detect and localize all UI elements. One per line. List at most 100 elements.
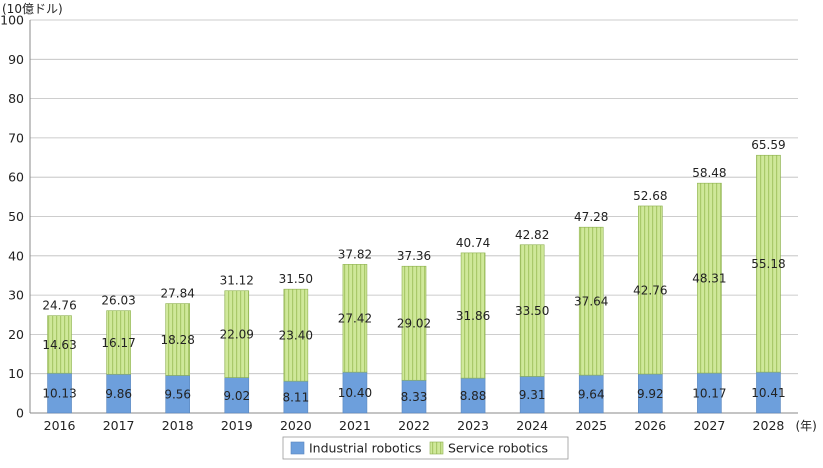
total-value-label: 31.12 bbox=[220, 274, 254, 288]
service-value-label: 55.18 bbox=[751, 257, 785, 271]
y-tick-label: 100 bbox=[0, 13, 24, 28]
bar-service bbox=[224, 290, 250, 378]
y-tick-label: 80 bbox=[8, 91, 24, 106]
total-value-label: 40.74 bbox=[456, 236, 490, 250]
bar-industrial bbox=[697, 372, 722, 414]
total-value-label: 65.59 bbox=[751, 138, 785, 152]
service-value-label: 22.09 bbox=[220, 328, 254, 342]
bar-industrial bbox=[342, 371, 368, 414]
bar-industrial bbox=[224, 377, 250, 414]
total-value-label: 26.03 bbox=[101, 294, 135, 308]
y-tick-label: 0 bbox=[16, 406, 24, 421]
service-value-label: 14.63 bbox=[42, 338, 76, 352]
legend: Industrial robotics Service robotics bbox=[282, 436, 569, 460]
bar-industrial bbox=[106, 373, 131, 414]
industrial-value-label: 10.41 bbox=[751, 386, 785, 400]
bar-service bbox=[106, 310, 131, 375]
service-value-label: 18.28 bbox=[161, 333, 195, 347]
bar-industrial bbox=[47, 372, 72, 414]
bar-service bbox=[519, 244, 545, 377]
industrial-value-label: 10.40 bbox=[338, 386, 372, 400]
total-value-label: 47.28 bbox=[574, 210, 608, 224]
service-value-label: 31.86 bbox=[456, 309, 490, 323]
x-tick-label: 2025 bbox=[575, 418, 607, 433]
x-tick-label: 2017 bbox=[103, 418, 135, 433]
axes: 0 10 20 30 40 50 60 70 80 90 100(10億ドル) 2016 2017 201… bbox=[0, 2, 817, 433]
service-value-label: 48.31 bbox=[692, 272, 726, 286]
total-value-label: 37.82 bbox=[338, 247, 372, 261]
service-value-label: 27.42 bbox=[338, 312, 372, 326]
bar-service bbox=[47, 315, 72, 374]
x-tick-label: 2016 bbox=[44, 418, 76, 433]
legend-box bbox=[282, 436, 569, 460]
total-value-label: 24.76 bbox=[42, 299, 76, 313]
bar-industrial bbox=[756, 371, 781, 414]
x-tick-label: 2026 bbox=[634, 418, 666, 433]
total-value-label: 37.36 bbox=[397, 249, 431, 263]
y-tick-label: 70 bbox=[8, 130, 24, 145]
service-value-label: 23.40 bbox=[279, 329, 313, 343]
x-tick-label: 2020 bbox=[280, 418, 312, 433]
bar-industrial bbox=[401, 379, 427, 414]
total-value-label: 42.82 bbox=[515, 228, 549, 242]
x-tick-label: 2024 bbox=[516, 418, 548, 433]
legend-label-service: Service robotics bbox=[448, 441, 548, 456]
bar-service bbox=[756, 154, 781, 373]
bar-industrial bbox=[460, 377, 486, 414]
industrial-value-label: 9.31 bbox=[519, 388, 546, 402]
service-value-label: 42.76 bbox=[633, 283, 667, 297]
y-tick-label: 40 bbox=[8, 248, 24, 263]
bars bbox=[47, 154, 781, 414]
industrial-value-label: 10.17 bbox=[692, 387, 726, 401]
y-tick-label: 90 bbox=[8, 52, 24, 67]
industrial-value-label: 9.86 bbox=[105, 387, 132, 401]
y-tick-label: 50 bbox=[8, 209, 24, 224]
total-value-label: 58.48 bbox=[692, 166, 726, 180]
bar-industrial bbox=[283, 380, 309, 414]
bar-industrial bbox=[165, 375, 190, 414]
industrial-value-label: 8.88 bbox=[460, 389, 487, 403]
industrial-value-label: 10.13 bbox=[42, 387, 76, 401]
bar-service bbox=[283, 288, 309, 382]
bar-service bbox=[638, 205, 663, 375]
x-tick-label: 2021 bbox=[339, 418, 371, 433]
service-value-label: 33.50 bbox=[515, 304, 549, 318]
industrial-value-label: 9.02 bbox=[223, 389, 250, 403]
y-tick-label: 30 bbox=[8, 288, 24, 303]
y-tick-label: 10 bbox=[8, 366, 24, 381]
industrial-value-label: 8.33 bbox=[401, 390, 428, 404]
bar-service bbox=[342, 264, 368, 373]
y-unit-label: (10億ドル) bbox=[2, 2, 63, 16]
x-unit-label: (年) bbox=[795, 419, 816, 433]
x-tick-label: 2018 bbox=[162, 418, 194, 433]
y-tick-label: 20 bbox=[8, 327, 24, 342]
data-labels: 10.13 14.63 24.76 9.86 16.17 26.03 9.56 18.28 27… bbox=[42, 138, 785, 404]
industrial-value-label: 9.64 bbox=[578, 388, 605, 402]
x-tick-label: 2028 bbox=[753, 418, 785, 433]
total-value-label: 31.50 bbox=[279, 272, 313, 286]
gridlines bbox=[30, 19, 798, 375]
legend-label-industrial: Industrial robotics bbox=[309, 441, 421, 456]
bar-service bbox=[460, 252, 486, 379]
bar-industrial bbox=[519, 376, 545, 414]
bar-industrial bbox=[638, 373, 663, 414]
service-value-label: 29.02 bbox=[397, 317, 431, 331]
legend-swatch-service bbox=[429, 441, 444, 455]
bar-industrial bbox=[578, 374, 604, 414]
legend-swatch-industrial bbox=[290, 441, 305, 455]
industrial-value-label: 9.56 bbox=[164, 388, 191, 402]
service-value-label: 37.64 bbox=[574, 295, 608, 309]
total-value-label: 27.84 bbox=[161, 287, 195, 301]
x-tick-label: 2022 bbox=[398, 418, 430, 433]
industrial-value-label: 9.92 bbox=[637, 387, 664, 401]
y-tick-label: 60 bbox=[8, 170, 24, 185]
bar-service bbox=[578, 226, 604, 376]
bar-service bbox=[401, 265, 427, 381]
x-tick-label: 2023 bbox=[457, 418, 489, 433]
x-tick-label: 2019 bbox=[221, 418, 253, 433]
service-value-label: 16.17 bbox=[101, 336, 135, 350]
industrial-value-label: 8.11 bbox=[282, 391, 309, 405]
bar-service bbox=[165, 303, 190, 376]
bar-service bbox=[697, 182, 722, 374]
